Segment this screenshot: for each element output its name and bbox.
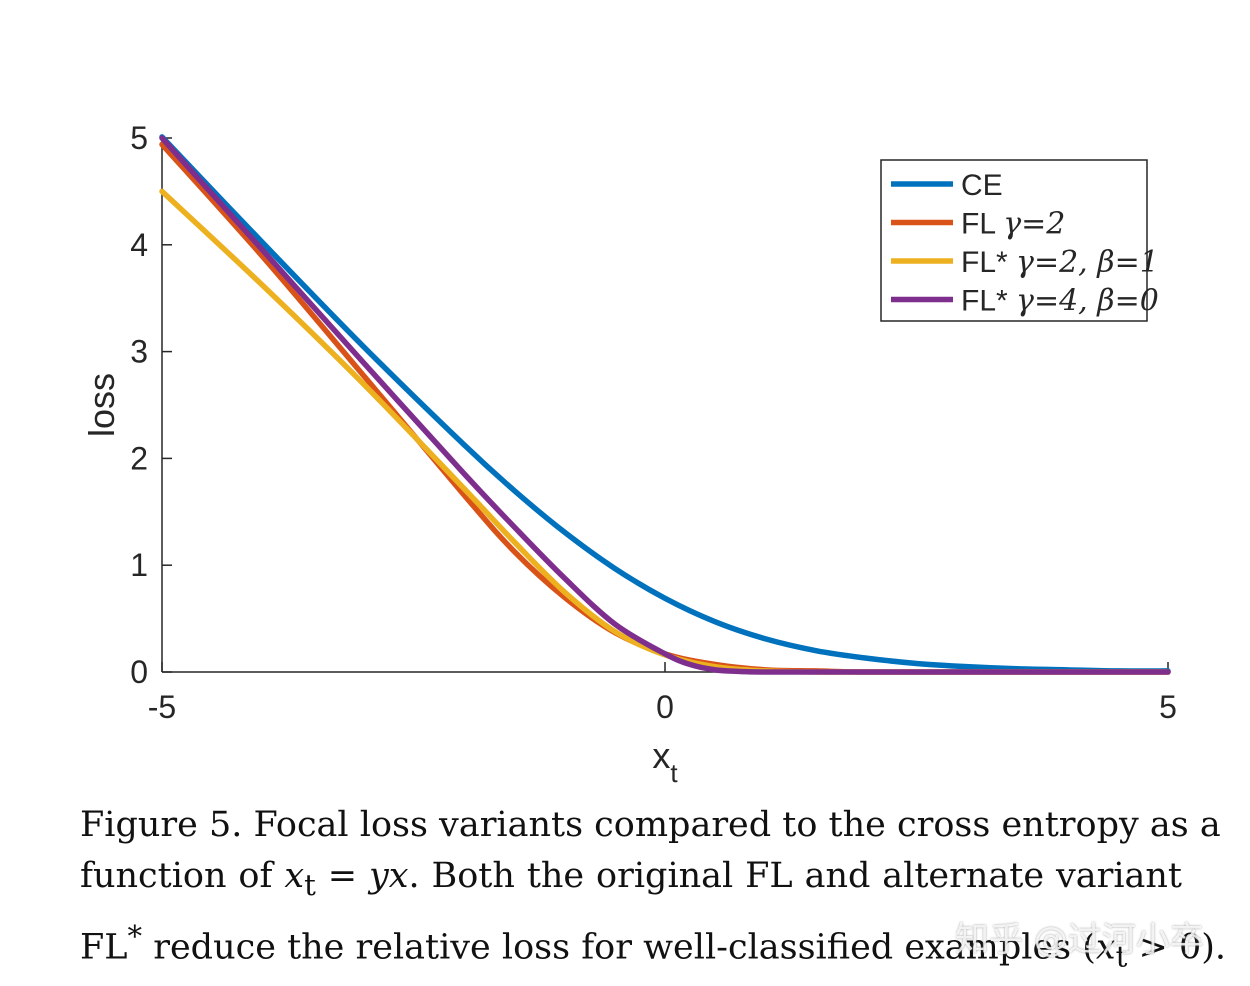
series-line-0 [159, 134, 1171, 674]
legend-label-1: FL γ=2 [961, 207, 1065, 242]
series-group [159, 134, 1171, 675]
x-axis-label-subscript: t [670, 758, 678, 788]
legend-label-2: FL* γ=2, β=1 [961, 245, 1159, 280]
legend-label-3: FL* γ=4, β=0 [961, 284, 1159, 319]
x-tick-label: 0 [656, 689, 674, 725]
x-tick-label: 5 [1159, 689, 1177, 725]
watermark-text: 知乎 @过河小卒 [955, 920, 1204, 960]
legend-box [880, 159, 1148, 322]
caption-line-1: Figure 5. Focal loss variants compared t… [80, 805, 1221, 845]
legend-label-params: γ=2, β=1 [1016, 245, 1159, 280]
figure-caption: Figure 5. Focal loss variants compared t… [80, 800, 1227, 983]
caption-line-2: function of xt = yx. Both the original F… [80, 856, 1182, 902]
y-tick-label: 0 [130, 654, 148, 690]
legend-label-params: γ=4, β=0 [1016, 284, 1159, 319]
caption-line-3: FL* reduce the relative loss for well-cl… [80, 919, 1227, 974]
y-tick-label: 4 [130, 227, 148, 263]
legend-label-prefix: FL* [961, 246, 1016, 279]
legend-label-params: γ=2 [1003, 207, 1065, 242]
legend-label-prefix: CE [961, 169, 1003, 202]
x-tick-label: -5 [148, 689, 176, 725]
series-line-3 [159, 135, 1171, 675]
legend-label-prefix: FL [961, 208, 1003, 241]
legend-label-0: CE [961, 169, 1003, 202]
y-tick-label: 2 [130, 440, 148, 476]
y-tick-label: 3 [130, 334, 148, 370]
y-tick-label: 5 [130, 120, 148, 156]
y-axis-label: loss [81, 373, 122, 437]
legend-label-prefix: FL* [961, 285, 1016, 318]
y-tick-label: 1 [130, 547, 148, 583]
x-axis-label: xt [652, 735, 678, 788]
